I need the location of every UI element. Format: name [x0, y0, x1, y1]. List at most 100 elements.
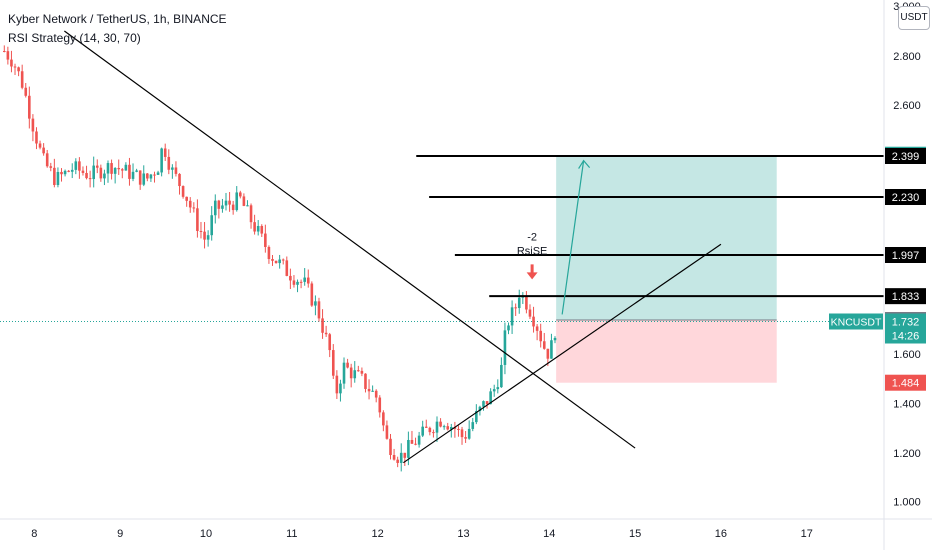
symbol-tag-text: KNCUSDT	[831, 316, 882, 328]
candle-body	[292, 280, 296, 285]
candle-body	[364, 373, 367, 389]
candle-body	[113, 167, 117, 174]
y-tick-label: 2.600	[893, 100, 921, 112]
candle-body	[432, 432, 435, 434]
price-label-text: 1.997	[892, 250, 920, 262]
candle-body	[274, 260, 278, 264]
candle-body	[296, 281, 299, 285]
currency-selector[interactable]: USDT	[898, 6, 930, 30]
candle-body	[550, 340, 553, 359]
candle-body	[206, 235, 210, 240]
price-label-text: 2.399	[892, 151, 920, 163]
candle-body	[178, 173, 181, 187]
price-label-text: 2.230	[892, 192, 920, 204]
candle-body	[45, 153, 49, 167]
candle-body	[146, 173, 149, 179]
candle-body	[6, 51, 10, 60]
candle-body	[74, 161, 78, 170]
price-label-bg	[885, 288, 926, 305]
candle-body	[457, 428, 460, 430]
candle-body	[49, 166, 53, 168]
candle-body	[131, 171, 135, 179]
price-label-bg	[885, 247, 926, 263]
candle-body	[13, 66, 17, 68]
candle-body	[460, 429, 464, 438]
candle-body	[92, 165, 95, 180]
candle-body	[467, 428, 471, 439]
signal-arrow-icon	[526, 264, 538, 280]
candle-body	[306, 277, 310, 284]
candle-body	[281, 259, 285, 261]
price-label-text: 1.484	[892, 378, 920, 390]
candle-body	[321, 318, 324, 333]
candle-body	[374, 390, 378, 398]
candle-body	[224, 200, 228, 206]
candle-body	[81, 170, 85, 173]
candle-body	[121, 169, 124, 171]
y-tick-label: 1.200	[893, 448, 921, 460]
target-zone	[556, 156, 777, 320]
candle-body	[542, 341, 546, 349]
symbol-tag-bg	[829, 313, 883, 330]
candle-body	[446, 426, 450, 430]
y-tick-label: 2.800	[893, 51, 921, 63]
candle-body	[199, 230, 203, 232]
candle-body	[231, 204, 235, 211]
candle-body	[239, 192, 242, 197]
candle-body	[303, 277, 306, 282]
candle-body	[385, 425, 389, 439]
candle-body	[217, 200, 221, 209]
candle-body	[535, 326, 539, 331]
candle-body	[471, 422, 475, 429]
candle-body	[328, 334, 332, 351]
y-tick-label: 1.400	[893, 399, 921, 411]
candle-body	[124, 164, 128, 171]
candle-body	[35, 131, 38, 144]
price-label-bg	[885, 148, 926, 164]
candle-body	[378, 397, 382, 413]
strategy-legend[interactable]: RSI Strategy (14, 30, 70)	[8, 31, 141, 45]
candle-body	[171, 167, 174, 170]
candle-body	[10, 59, 13, 67]
candle-body	[117, 167, 121, 170]
candle-body	[353, 370, 357, 379]
candle-body	[135, 170, 138, 172]
candle-body	[17, 67, 20, 72]
chart-title: Kyber Network / TetherUS, 1h, BINANCE	[8, 12, 227, 26]
candle-body	[335, 375, 339, 394]
candle-body	[31, 118, 35, 132]
stop-zone	[556, 319, 777, 383]
candle-body	[78, 161, 81, 171]
candle-body	[449, 427, 453, 430]
candle-body	[2, 51, 6, 52]
price-label: 2.230	[885, 189, 926, 205]
candle-body	[20, 71, 24, 88]
candle-body	[414, 443, 417, 445]
candle-body	[324, 332, 328, 335]
candle-body	[249, 205, 253, 223]
price-label-bg	[885, 374, 926, 391]
candle-body	[299, 281, 303, 283]
candle-body	[539, 330, 542, 342]
candle-body	[507, 325, 510, 331]
countdown-label: 14:26	[892, 330, 920, 342]
candle-body	[203, 231, 206, 240]
candle-body	[389, 438, 392, 456]
candle-body	[167, 156, 171, 170]
candle-body	[532, 316, 535, 327]
candle-body	[492, 389, 496, 392]
candle-body	[106, 163, 110, 174]
candle-body	[188, 200, 192, 208]
candle-body	[70, 169, 74, 172]
candle-body	[517, 297, 521, 309]
x-tick-label: 15	[629, 528, 641, 540]
candle-body	[256, 225, 260, 232]
candle-body	[553, 337, 557, 341]
candle-body	[221, 205, 224, 209]
candle-body	[242, 196, 246, 206]
uptrend-line	[403, 243, 722, 464]
candle-body	[99, 167, 103, 179]
candle-body	[56, 171, 60, 185]
candle-body	[346, 362, 349, 368]
